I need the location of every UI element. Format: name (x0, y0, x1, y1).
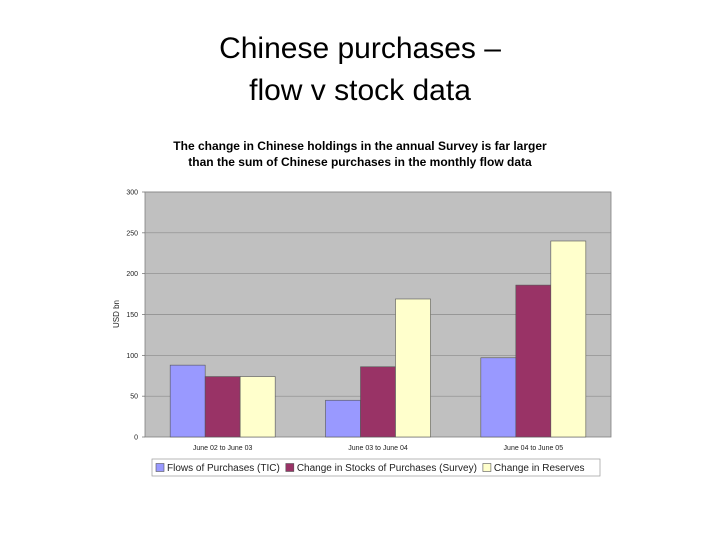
slide-title-line-2: flow v stock data (249, 74, 471, 107)
y-tick-label: 300 (126, 190, 138, 197)
y-tick-label: 250 (126, 230, 138, 237)
y-tick-label: 200 (126, 271, 138, 278)
legend-swatch (155, 463, 165, 472)
legend-label: Change in Stocks of Purchases (Survey) (297, 463, 477, 474)
slide-title: Chinese purchases – flow v stock data (0, 28, 720, 112)
bar (480, 357, 517, 438)
x-tick-label: June 03 to June 04 (348, 445, 408, 452)
bar (325, 399, 361, 438)
bar (395, 298, 431, 438)
y-tick-label: 150 (126, 312, 138, 319)
y-tick-label: 100 (126, 353, 138, 360)
bar (204, 376, 241, 438)
x-tick-label: June 04 to June 05 (504, 445, 564, 452)
x-tick-label: June 02 to June 03 (193, 445, 253, 452)
legend-swatch (482, 463, 492, 472)
bar (515, 284, 552, 438)
chart-title-line-2: than the sum of Chinese purchases in the… (188, 155, 532, 169)
bar (360, 366, 396, 438)
chart-title-line-1: The change in Chinese holdings in the an… (173, 139, 547, 153)
legend-label: Change in Reserves (494, 463, 585, 474)
legend-label: Flows of Purchases (TIC) (167, 463, 280, 474)
y-tick-label: 0 (134, 435, 138, 442)
y-tick-label: 50 (130, 394, 138, 401)
legend-swatch (285, 463, 295, 472)
bar (550, 240, 587, 438)
bar (239, 376, 276, 438)
y-axis-label: USD bn (112, 300, 121, 328)
bar (169, 364, 206, 438)
slide-title-line-1: Chinese purchases – (219, 32, 501, 65)
